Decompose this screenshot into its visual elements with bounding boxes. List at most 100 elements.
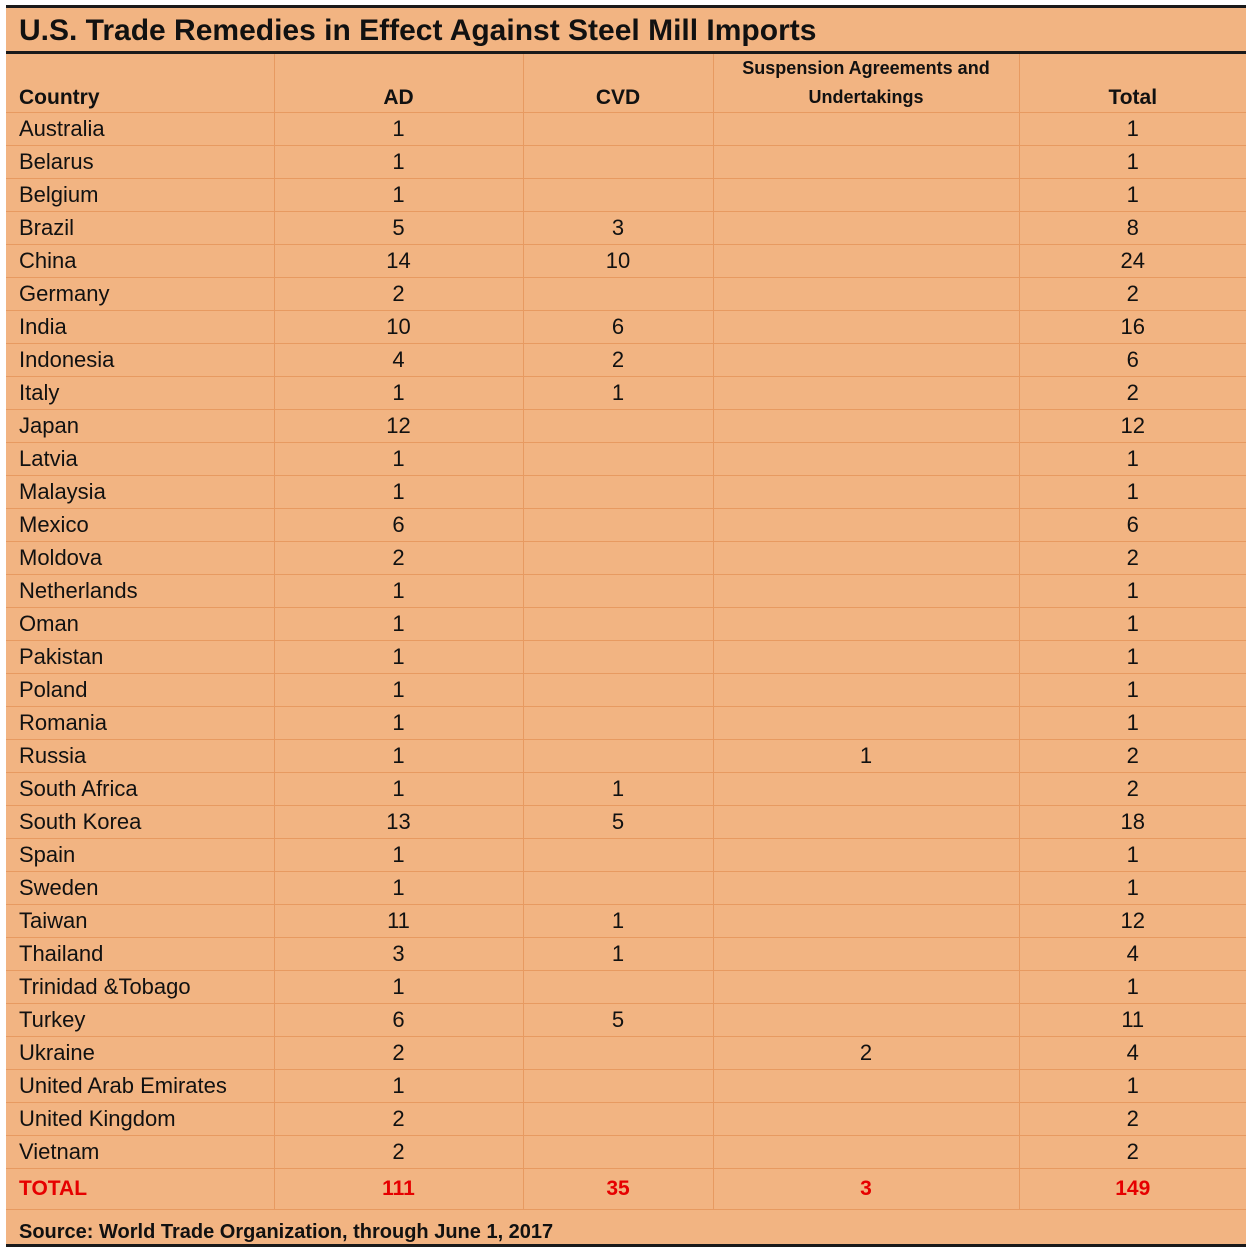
cell-total: 12 bbox=[1019, 409, 1246, 443]
cell-cvd bbox=[523, 442, 714, 476]
table-row: Oman 1 1 bbox=[6, 607, 1246, 641]
cell-suspension bbox=[713, 805, 1020, 839]
cell-ad: 1 bbox=[274, 772, 524, 806]
cell-ad: 1 bbox=[274, 607, 524, 641]
cell-cvd bbox=[523, 838, 714, 872]
table-row: Netherlands 1 1 bbox=[6, 574, 1246, 608]
table-row: Latvia 1 1 bbox=[6, 442, 1246, 476]
cell-ad: 1 bbox=[274, 1069, 524, 1103]
cell-cvd bbox=[523, 739, 714, 773]
cell-suspension bbox=[713, 706, 1020, 740]
cell-total: 1 bbox=[1019, 1069, 1246, 1103]
cell-ad: 1 bbox=[274, 871, 524, 905]
cell-total: 8 bbox=[1019, 211, 1246, 245]
cell-cvd bbox=[523, 871, 714, 905]
cell-cvd bbox=[523, 508, 714, 542]
cell-suspension bbox=[713, 772, 1020, 806]
table-row: Spain 1 1 bbox=[6, 838, 1246, 872]
cell-total: 2 bbox=[1019, 277, 1246, 311]
cell-ad: 6 bbox=[274, 1003, 524, 1037]
cell-country: Belgium bbox=[6, 178, 275, 212]
cell-cvd bbox=[523, 673, 714, 707]
cell-cvd: 2 bbox=[523, 343, 714, 377]
cell-ad: 1 bbox=[274, 112, 524, 146]
cell-total: 1 bbox=[1019, 178, 1246, 212]
total-ad: 111 bbox=[274, 1168, 524, 1210]
cell-cvd bbox=[523, 640, 714, 674]
cell-ad: 11 bbox=[274, 904, 524, 938]
cell-ad: 1 bbox=[274, 838, 524, 872]
table-row: Moldova 2 2 bbox=[6, 541, 1246, 575]
cell-country: Turkey bbox=[6, 1003, 275, 1037]
total-label: TOTAL bbox=[6, 1168, 275, 1210]
cell-ad: 1 bbox=[274, 442, 524, 476]
cell-ad: 2 bbox=[274, 541, 524, 575]
cell-country: Taiwan bbox=[6, 904, 275, 938]
cell-ad: 14 bbox=[274, 244, 524, 278]
cell-ad: 1 bbox=[274, 145, 524, 179]
cell-total: 1 bbox=[1019, 112, 1246, 146]
cell-suspension bbox=[713, 1003, 1020, 1037]
cell-cvd bbox=[523, 574, 714, 608]
table-row: China 14 10 24 bbox=[6, 244, 1246, 278]
cell-suspension bbox=[713, 673, 1020, 707]
cell-country: Ukraine bbox=[6, 1036, 275, 1070]
cell-country: Russia bbox=[6, 739, 275, 773]
cell-cvd: 1 bbox=[523, 904, 714, 938]
table-row: Romania 1 1 bbox=[6, 706, 1246, 740]
cell-suspension bbox=[713, 607, 1020, 641]
cell-suspension bbox=[713, 1102, 1020, 1136]
table-row: Vietnam 2 2 bbox=[6, 1135, 1246, 1169]
cell-ad: 1 bbox=[274, 475, 524, 509]
cell-total: 1 bbox=[1019, 673, 1246, 707]
cell-country: India bbox=[6, 310, 275, 344]
cell-total: 1 bbox=[1019, 475, 1246, 509]
cell-total: 11 bbox=[1019, 1003, 1246, 1037]
cell-total: 1 bbox=[1019, 706, 1246, 740]
cell-total: 2 bbox=[1019, 1135, 1246, 1169]
cell-country: Mexico bbox=[6, 508, 275, 542]
cell-ad: 5 bbox=[274, 211, 524, 245]
cell-total: 1 bbox=[1019, 607, 1246, 641]
cell-country: Trinidad &Tobago bbox=[6, 970, 275, 1004]
cell-cvd bbox=[523, 178, 714, 212]
cell-cvd bbox=[523, 1135, 714, 1169]
cell-country: Belarus bbox=[6, 145, 275, 179]
cell-ad: 10 bbox=[274, 310, 524, 344]
cell-ad: 6 bbox=[274, 508, 524, 542]
cell-country: Pakistan bbox=[6, 640, 275, 674]
cell-suspension bbox=[713, 211, 1020, 245]
cell-cvd bbox=[523, 970, 714, 1004]
cell-total: 2 bbox=[1019, 1102, 1246, 1136]
cell-cvd bbox=[523, 277, 714, 311]
cell-suspension bbox=[713, 838, 1020, 872]
cell-suspension bbox=[713, 244, 1020, 278]
cell-suspension bbox=[713, 112, 1020, 146]
cell-suspension: 2 bbox=[713, 1036, 1020, 1070]
total-total: 149 bbox=[1019, 1168, 1246, 1210]
cell-country: Vietnam bbox=[6, 1135, 275, 1169]
cell-country: Italy bbox=[6, 376, 275, 410]
cell-cvd bbox=[523, 541, 714, 575]
cell-suspension bbox=[713, 1069, 1020, 1103]
cell-cvd: 5 bbox=[523, 805, 714, 839]
cell-cvd bbox=[523, 706, 714, 740]
cell-suspension bbox=[713, 277, 1020, 311]
cell-total: 4 bbox=[1019, 937, 1246, 971]
total-row: TOTAL 111 35 3 149 bbox=[6, 1168, 1246, 1210]
cell-cvd: 6 bbox=[523, 310, 714, 344]
cell-ad: 12 bbox=[274, 409, 524, 443]
cell-total: 1 bbox=[1019, 145, 1246, 179]
table-row: United Arab Emirates 1 1 bbox=[6, 1069, 1246, 1103]
cell-suspension bbox=[713, 937, 1020, 971]
source-note: Source: World Trade Organization, throug… bbox=[19, 1221, 554, 1243]
cell-country: Romania bbox=[6, 706, 275, 740]
cell-suspension bbox=[713, 178, 1020, 212]
cell-country: Netherlands bbox=[6, 574, 275, 608]
cell-country: United Kingdom bbox=[6, 1102, 275, 1136]
table-row: India 10 6 16 bbox=[6, 310, 1246, 344]
cell-total: 1 bbox=[1019, 640, 1246, 674]
cell-total: 2 bbox=[1019, 739, 1246, 773]
cell-cvd bbox=[523, 1036, 714, 1070]
cell-suspension: 1 bbox=[713, 739, 1020, 773]
